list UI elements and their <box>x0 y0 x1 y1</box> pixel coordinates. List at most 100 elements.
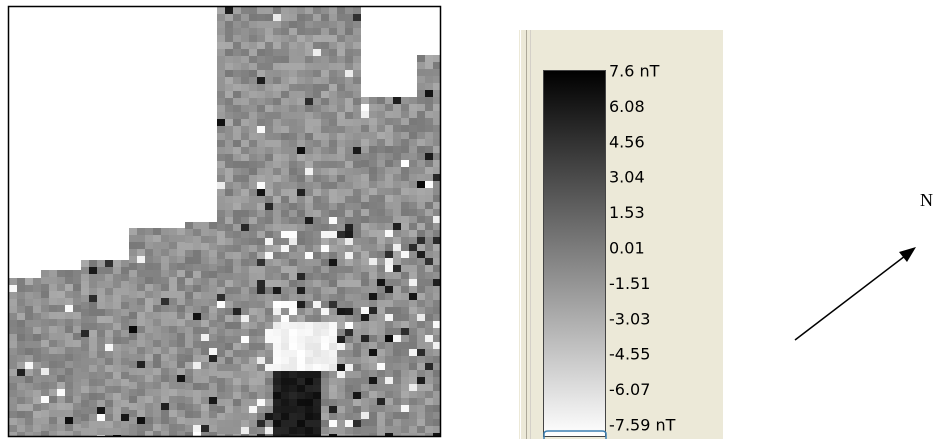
map-cell <box>201 348 209 355</box>
map-cell <box>233 245 241 252</box>
map-cell <box>193 292 201 299</box>
map-cell <box>345 392 353 399</box>
map-cell <box>409 174 417 181</box>
map-cell <box>169 291 177 298</box>
map-cell <box>265 266 273 273</box>
map-cell <box>105 421 113 428</box>
map-cell <box>361 111 369 118</box>
map-cell <box>185 271 193 278</box>
map-cell <box>305 56 313 63</box>
map-cell <box>329 105 337 112</box>
map-cell <box>65 291 73 298</box>
map-cell <box>225 217 233 224</box>
map-cell <box>145 235 153 242</box>
map-cell <box>281 91 289 98</box>
map-cell <box>265 406 273 413</box>
map-cell <box>145 249 153 256</box>
map-cell <box>241 336 249 343</box>
map-cell <box>249 7 257 14</box>
map-cell <box>401 279 409 286</box>
map-cell <box>321 224 329 231</box>
map-cell <box>417 181 425 188</box>
map-cell <box>241 84 249 91</box>
map-cell <box>121 288 129 295</box>
map-cell <box>289 406 297 413</box>
map-cell <box>401 328 409 335</box>
map-cell <box>313 182 321 189</box>
map-cell <box>297 161 305 168</box>
map-cell <box>145 263 153 270</box>
map-cell <box>145 354 153 361</box>
map-cell <box>305 336 313 343</box>
map-cell <box>297 266 305 273</box>
map-cell <box>225 210 233 217</box>
map-cell <box>377 342 385 349</box>
map-cell <box>249 203 257 210</box>
map-cell <box>369 132 377 139</box>
map-cell <box>393 202 401 209</box>
map-cell <box>193 250 201 257</box>
map-cell <box>177 298 185 305</box>
map-cell <box>105 372 113 379</box>
map-cell <box>137 424 145 431</box>
map-cell <box>169 326 177 333</box>
map-cell <box>273 154 281 161</box>
map-cell <box>201 313 209 320</box>
map-cell <box>337 77 345 84</box>
map-cell <box>361 181 369 188</box>
map-cell <box>297 7 305 14</box>
map-cell <box>249 35 257 42</box>
map-cell <box>233 308 241 315</box>
map-cell <box>281 392 289 399</box>
map-cell <box>33 362 41 369</box>
map-cell <box>257 175 265 182</box>
map-cell <box>273 392 281 399</box>
map-cell <box>105 316 113 323</box>
map-cell <box>241 273 249 280</box>
map-cell <box>297 259 305 266</box>
map-cell <box>337 14 345 21</box>
map-cell <box>329 7 337 14</box>
map-cell <box>201 285 209 292</box>
map-cell <box>217 280 225 287</box>
map-cell <box>297 63 305 70</box>
map-cell <box>281 175 289 182</box>
map-cell <box>337 42 345 49</box>
map-cell <box>17 348 25 355</box>
map-cell <box>361 202 369 209</box>
map-cell <box>313 126 321 133</box>
map-cell <box>345 42 353 49</box>
map-cell <box>305 49 313 56</box>
map-cell <box>297 175 305 182</box>
map-cell <box>401 377 409 384</box>
map-cell <box>257 112 265 119</box>
map-cell <box>257 266 265 273</box>
map-cell <box>313 385 321 392</box>
map-cell <box>273 210 281 217</box>
map-cell <box>337 196 345 203</box>
map-cell <box>41 298 49 305</box>
map-cell <box>377 216 385 223</box>
map-cell <box>201 383 209 390</box>
map-cell <box>337 210 345 217</box>
map-cell <box>17 397 25 404</box>
map-cell <box>257 371 265 378</box>
map-cell <box>329 301 337 308</box>
map-cell <box>393 349 401 356</box>
map-cell <box>369 328 377 335</box>
map-cell <box>345 21 353 28</box>
map-cell <box>377 202 385 209</box>
map-cell <box>297 133 305 140</box>
map-cell <box>361 384 369 391</box>
map-cell <box>265 294 273 301</box>
map-cell <box>265 343 273 350</box>
map-cell <box>377 195 385 202</box>
map-cell <box>249 259 257 266</box>
map-cell <box>393 405 401 412</box>
map-cell <box>385 412 393 419</box>
map-cell <box>329 189 337 196</box>
map-cell <box>313 406 321 413</box>
map-cell <box>249 14 257 21</box>
map-cell <box>273 308 281 315</box>
map-cell <box>137 270 145 277</box>
